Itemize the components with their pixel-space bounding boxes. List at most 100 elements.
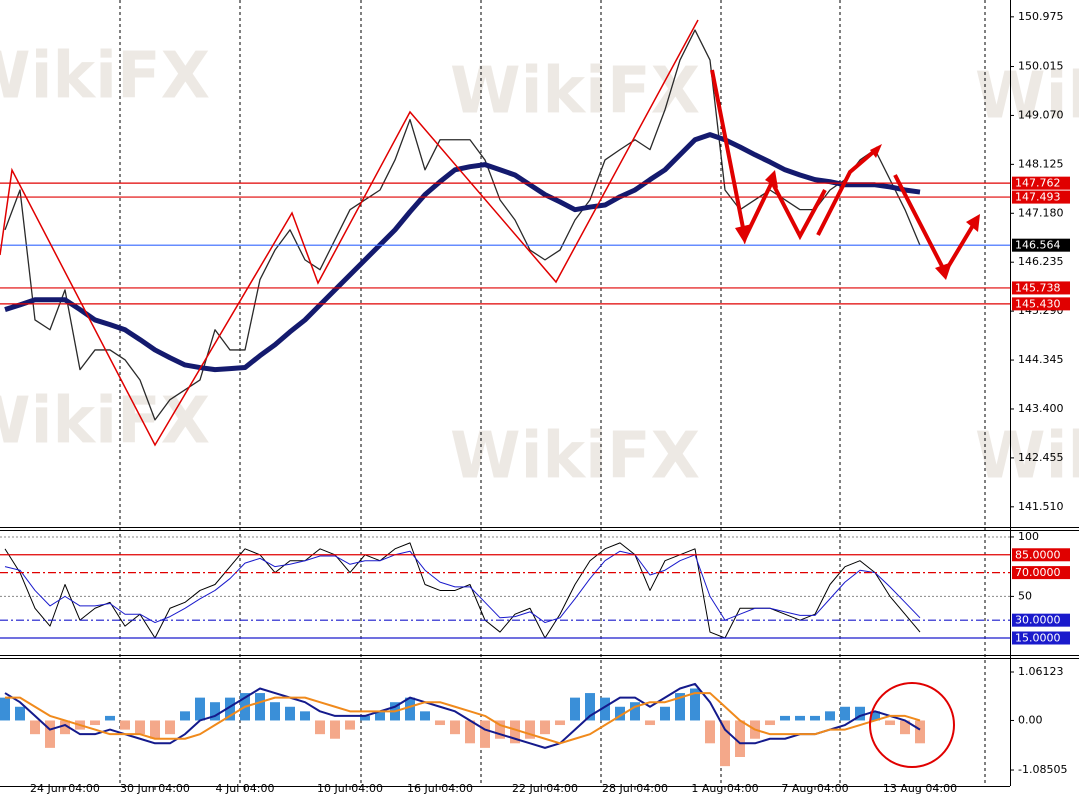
histogram-bar: [195, 697, 205, 721]
y-tick-label: -1.08505: [1018, 763, 1067, 776]
x-tick-label: 4 Jul 04:00: [216, 782, 275, 795]
arrowhead: [765, 170, 778, 188]
histogram-bar: [315, 720, 325, 735]
level-box: [1012, 548, 1070, 562]
watermark: WikiFX: [975, 60, 1079, 134]
histogram-bar: [45, 720, 55, 748]
histogram-bar: [345, 720, 355, 730]
histogram-bar: [180, 711, 190, 721]
level-box: [1012, 297, 1070, 311]
y-tick-label: 147.180: [1018, 206, 1064, 219]
level-label: 70.0000: [1015, 566, 1061, 579]
histogram-bar: [600, 697, 610, 721]
y-tick-label: 149.070: [1018, 108, 1064, 121]
x-tick-label: 28 Jul 04:00: [602, 782, 668, 795]
histogram-bar: [720, 720, 730, 767]
zigzag: [0, 19, 699, 447]
y-tick-label: 0.00: [1018, 713, 1043, 726]
histogram-bar: [90, 720, 100, 726]
histogram-bar: [585, 693, 595, 721]
histogram-bar: [885, 720, 895, 726]
watermarks: WikiFX WikiFX WikiFX WikiFX WikiFX WikiF…: [0, 40, 1079, 494]
histogram-bar: [675, 693, 685, 721]
level-label: 146.564: [1015, 239, 1061, 252]
level-label: 30.0000: [1015, 614, 1061, 627]
histogram-bar: [435, 720, 445, 726]
y-tick-label: 146.235: [1018, 255, 1064, 268]
arrowhead: [735, 224, 752, 244]
histogram-bar: [150, 720, 160, 739]
y-tick-label: 141.510: [1018, 500, 1064, 513]
y-tick-label: 150.015: [1018, 60, 1064, 73]
histogram-bar: [840, 706, 850, 721]
level-label: 145.430: [1015, 297, 1061, 310]
histogram-bar: [210, 702, 220, 721]
histogram-bar: [165, 720, 175, 735]
series-line: [4, 550, 921, 624]
x-tick-label: 13 Aug 04:00: [883, 782, 957, 795]
histogram-bar: [735, 720, 745, 758]
histogram-bar: [510, 720, 520, 744]
y-tick-label: 142.455: [1018, 451, 1064, 464]
histogram-bar: [495, 720, 505, 739]
y-tick-label: 1.06123: [1018, 665, 1064, 678]
histogram-bar: [480, 720, 490, 748]
watermark: WikiFX: [975, 420, 1079, 494]
histogram-bar: [705, 720, 715, 744]
histogram-bar: [570, 697, 580, 721]
series-line: [4, 682, 921, 749]
histogram-bar: [690, 688, 700, 721]
level-box: [1012, 631, 1070, 645]
histogram-bar: [225, 697, 235, 721]
histogram-bar: [60, 720, 70, 735]
x-tick-label: 22 Jul 04:00: [512, 782, 578, 795]
histogram-bar: [660, 706, 670, 721]
annotations: [0, 19, 980, 768]
histogram-bar: [465, 720, 475, 744]
histogram-bar: [120, 720, 130, 730]
y-tick-label: 50: [1018, 589, 1032, 602]
histogram-bar: [330, 720, 340, 739]
level-box: [1012, 190, 1070, 204]
x-tick-label: 7 Aug 04:00: [781, 782, 848, 795]
watermark: WikiFX: [0, 385, 210, 459]
arrow-path: [816, 146, 880, 236]
series-line: [4, 132, 921, 373]
histogram-bar: [615, 706, 625, 721]
y-tick-label: 100: [1018, 530, 1039, 543]
histogram-bar: [375, 711, 385, 721]
x-tick-label: 24 Jun 04:00: [30, 782, 100, 795]
histogram-bar: [630, 702, 640, 721]
histogram-bar: [795, 715, 805, 721]
y-tick-label: 148.125: [1018, 157, 1064, 170]
highlight-circle: [869, 682, 955, 768]
level-box: [1012, 281, 1070, 295]
histogram-bar: [810, 715, 820, 721]
axis-labels: 150.975 150.015 149.070 148.125 147.180 146.2…: [30, 10, 1070, 795]
histogram-bar: [300, 711, 310, 721]
histogram-bar: [15, 706, 25, 721]
histogram-bar: [270, 702, 280, 721]
arrowhead: [966, 214, 980, 232]
histogram-bar: [360, 715, 370, 721]
x-tick-label: 16 Jul 04:00: [407, 782, 473, 795]
histogram-bar: [555, 720, 565, 726]
watermark: WikiFX: [450, 420, 700, 494]
histogram-bar: [870, 711, 880, 721]
plot: [0, 29, 1010, 767]
level-label: 85.0000: [1015, 548, 1061, 561]
histogram-bar: [405, 697, 415, 721]
level-label: 147.493: [1015, 191, 1061, 204]
arrowhead: [870, 144, 882, 158]
arrowhead: [935, 262, 952, 280]
histogram-bar: [285, 706, 295, 721]
level-label: 145.738: [1015, 281, 1061, 294]
histogram-bar: [765, 720, 775, 726]
histogram-bar: [135, 720, 145, 735]
histogram-bar: [645, 720, 655, 726]
histogram-bar: [780, 715, 790, 721]
y-tick-label: 143.400: [1018, 402, 1064, 415]
